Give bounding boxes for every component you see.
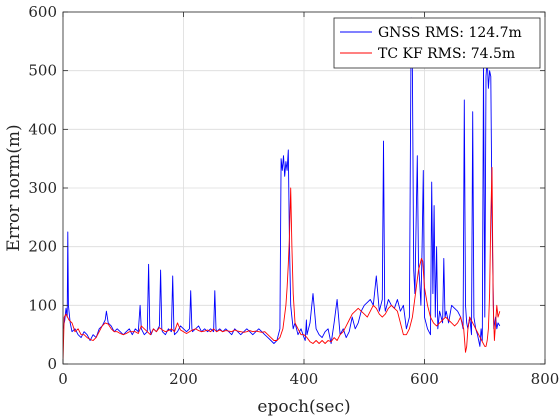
legend-label-tckf: TC KF RMS: 74.5m bbox=[378, 46, 515, 62]
axis-ticks bbox=[62, 11, 546, 365]
y-axis-label: Error norm(m) bbox=[4, 124, 24, 251]
y-tick-label: 500 bbox=[28, 62, 57, 80]
x-tick-label: 800 bbox=[531, 370, 560, 388]
tckf-series-line bbox=[63, 167, 501, 362]
gnss-series-line bbox=[63, 17, 501, 347]
y-tick-label: 600 bbox=[28, 3, 57, 21]
x-tick-label: 600 bbox=[410, 370, 439, 388]
x-tick-label: 200 bbox=[169, 370, 198, 388]
x-tick-labels: 0 200 400 600 800 bbox=[58, 370, 559, 388]
legend-box bbox=[333, 17, 541, 69]
x-tick-label: 0 bbox=[58, 370, 68, 388]
y-tick-label: 400 bbox=[28, 120, 57, 138]
legend: GNSS RMS: 124.7m TC KF RMS: 74.5m bbox=[333, 17, 541, 69]
y-tick-label: 200 bbox=[28, 238, 57, 256]
series-layer bbox=[63, 17, 501, 362]
x-tick-label: 400 bbox=[290, 370, 319, 388]
x-axis-label: epoch(sec) bbox=[257, 397, 350, 417]
y-tick-labels: 0 100 200 300 400 500 600 bbox=[28, 3, 57, 373]
y-tick-label: 100 bbox=[28, 296, 57, 314]
y-tick-label: 300 bbox=[28, 179, 57, 197]
y-tick-label: 0 bbox=[47, 355, 57, 373]
legend-label-gnss: GNSS RMS: 124.7m bbox=[378, 25, 522, 41]
